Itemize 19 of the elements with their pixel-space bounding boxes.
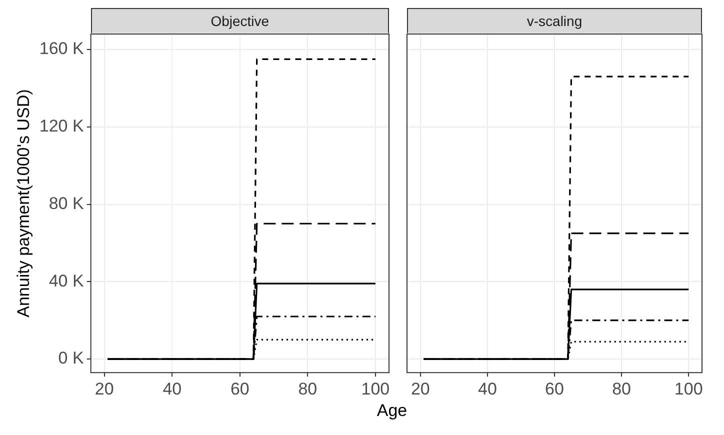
y-tick-label: 120 K [39,116,84,136]
x-tick-label: 40 [478,379,497,398]
y-tick-label: 80 K [48,194,84,213]
y-axis-title: Annuity payment(1000's USD) [14,89,33,318]
x-axis-title: Age [376,401,408,421]
x-tick-label: 100 [361,379,390,398]
x-tick-label: 60 [230,379,250,398]
x-tick-label: 60 [545,379,564,398]
y-tick-label: 160 K [39,39,84,58]
x-tick-label: 100 [674,379,703,398]
x-tick-label: 20 [94,379,114,398]
x-tick-label: 80 [298,379,318,398]
x-tick-label: 20 [410,379,430,398]
chart-title: Objective [90,8,389,33]
chart-title: v-scaling [407,8,702,33]
y-tick-label: 0 K [58,348,84,368]
y-tick-label: 40 K [48,271,84,290]
x-tick-label: 80 [612,379,632,398]
x-tick-label: 40 [162,379,182,398]
